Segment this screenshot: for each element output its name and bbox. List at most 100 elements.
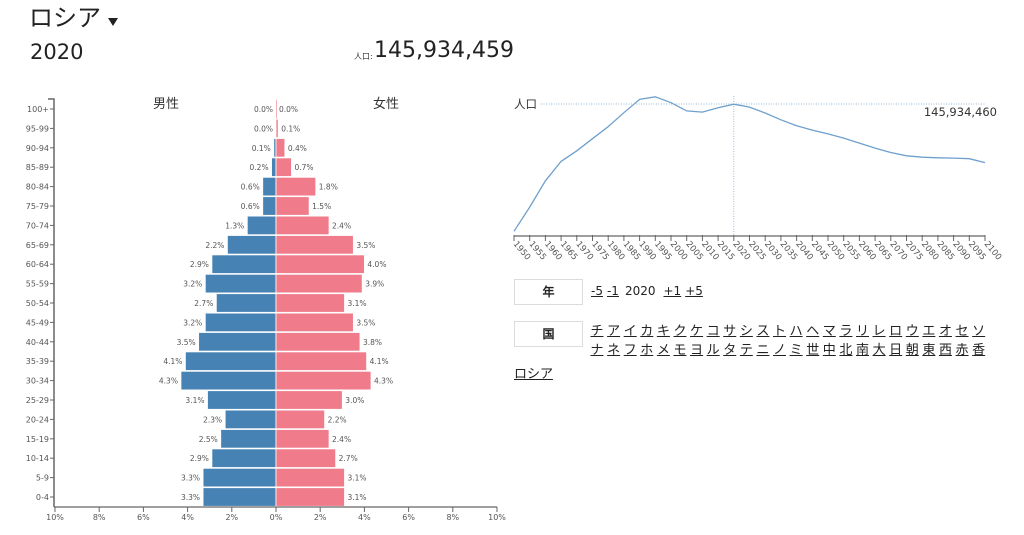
country-index-link[interactable]: フ (623, 343, 637, 358)
country-index-link[interactable]: リ (855, 324, 869, 339)
country-index-link[interactable]: モ (673, 343, 687, 358)
female-bar (275, 215, 330, 236)
pyramid-percent-axis: 10% 8% 6% 4% 2% 0% 2% 4% 6% 8% 10% (46, 506, 506, 522)
country-index-link[interactable]: サ (723, 324, 737, 339)
country-index-link[interactable]: ア (607, 324, 621, 339)
country-index-link[interactable]: 西 (938, 343, 952, 358)
country-index-link[interactable]: イ (623, 324, 637, 339)
male-series-title: 男性 (153, 97, 179, 112)
female-value-label: 1.5% (312, 202, 331, 211)
country-index-link[interactable]: 朝 (905, 343, 919, 358)
male-bar (184, 351, 277, 371)
male-bar (204, 273, 277, 294)
country-index-link[interactable]: エ (922, 324, 936, 339)
male-bar (207, 390, 277, 410)
selected-country-link[interactable]: ロシア (514, 367, 554, 382)
male-value-label: 0.0% (254, 105, 273, 114)
country-index-link[interactable]: ナ (590, 343, 604, 358)
country-dropdown-caret-icon[interactable] (108, 18, 118, 26)
country-index-link[interactable]: 北 (839, 343, 853, 358)
female-bar (275, 157, 292, 177)
country-index-link[interactable]: メ (656, 343, 670, 358)
country-index-link[interactable]: 大 (872, 343, 886, 358)
year-plus-5-link[interactable]: +5 (685, 284, 703, 298)
female-value-label: 0.7% (294, 163, 313, 172)
country-index-link[interactable]: オ (938, 324, 952, 339)
country-index-link[interactable]: ミ (789, 343, 803, 358)
country-index-link[interactable]: 中 (822, 343, 836, 358)
age-tick-label: 25-29 (26, 396, 49, 405)
country-index-link[interactable]: レ (872, 324, 886, 339)
country-index-link[interactable]: ロ (889, 324, 903, 339)
age-tick-label: 5-9 (36, 474, 49, 483)
current-year: 2020 (624, 284, 656, 298)
male-value-label: 2.3% (203, 415, 222, 424)
female-value-label: 3.1% (348, 299, 367, 308)
female-value-label: 3.8% (363, 338, 382, 347)
female-value-label: 1.8% (319, 183, 338, 192)
country-index-link[interactable]: ノ (773, 343, 787, 358)
country-index-link[interactable]: ソ (972, 324, 986, 339)
country-index-link[interactable]: コ (706, 324, 720, 339)
percent-tick-label: 8% (446, 513, 459, 522)
male-bar (271, 157, 277, 177)
female-bar (275, 293, 345, 313)
country-index-link[interactable]: チ (590, 324, 604, 339)
country-index-link[interactable]: ハ (789, 324, 803, 339)
country-index-link[interactable]: ホ (640, 343, 654, 358)
country-index-link[interactable]: ウ (905, 324, 919, 339)
percent-tick-label: 8% (93, 513, 106, 522)
age-tick-label: 55-59 (26, 280, 49, 289)
age-tick-label: 60-64 (26, 260, 49, 269)
male-bar (211, 254, 277, 274)
year-plus-1-link[interactable]: +1 (663, 284, 682, 298)
year-minus-5-link[interactable]: -5 (591, 284, 603, 298)
population-trend-chart: 人口 145,934,460 1950195519601965197019751… (511, 96, 1003, 263)
year-minus-1-link[interactable]: -1 (606, 284, 619, 298)
country-index-link[interactable]: 南 (855, 343, 869, 358)
female-bar (275, 351, 368, 371)
female-bar (276, 99, 277, 119)
female-bar (275, 254, 365, 274)
female-bar (275, 487, 345, 507)
country-index-link[interactable]: ラ (839, 324, 853, 339)
female-bar (275, 467, 345, 488)
country-index-link[interactable]: テ (739, 343, 753, 358)
age-tick-label: 80-84 (26, 183, 49, 192)
country-index-link[interactable]: 世 (806, 343, 820, 358)
male-bar (226, 235, 277, 255)
female-bar (275, 429, 330, 449)
country-index-link[interactable]: 東 (922, 343, 936, 358)
percent-tick-label: 2% (225, 513, 238, 522)
population-pyramid-chart: 0.0% 0.0% 0.0% 0.1% 0.1% 0.4% 0.2% 0.7% 0.6% 1.8%… (26, 96, 507, 522)
male-value-label: 3.3% (181, 474, 200, 483)
country-index-link[interactable]: シ (739, 324, 753, 339)
country-index-link[interactable]: ク (673, 324, 687, 339)
country-index-link[interactable]: ト (773, 324, 787, 339)
year-navigation: -5 -1 2020 +1 +5 (591, 283, 703, 299)
country-index-link[interactable]: カ (640, 324, 654, 339)
country-index-link[interactable]: 赤 (955, 343, 969, 358)
male-bar (198, 332, 277, 352)
year-axis: 1950195519601965197019751980198519901995… (511, 235, 1003, 263)
female-value-label: 3.0% (345, 396, 364, 405)
country-index-link[interactable]: 香 (972, 343, 986, 358)
country-index-link[interactable]: ヨ (690, 343, 704, 358)
country-index-link[interactable]: マ (822, 324, 836, 339)
country-index-link[interactable]: ケ (690, 324, 704, 339)
country-index-link[interactable]: 日 (889, 343, 903, 358)
age-tick-label: 90-94 (26, 144, 49, 153)
female-bar (275, 273, 363, 294)
country-index-link[interactable]: キ (656, 324, 670, 339)
country-index-link[interactable]: セ (955, 324, 969, 339)
country-index-link[interactable]: ル (706, 343, 720, 358)
country-index-link[interactable]: ス (756, 324, 770, 339)
female-bar (275, 409, 326, 430)
male-bar (262, 176, 277, 197)
country-index-link[interactable]: ヘ (806, 324, 820, 339)
country-title[interactable]: ロシア (29, 4, 101, 32)
country-index-link[interactable]: ニ (756, 343, 770, 358)
country-index-link[interactable]: タ (723, 343, 737, 358)
country-index-link[interactable]: ネ (607, 343, 621, 358)
line-chart-ylabel: 人口 (514, 97, 537, 111)
